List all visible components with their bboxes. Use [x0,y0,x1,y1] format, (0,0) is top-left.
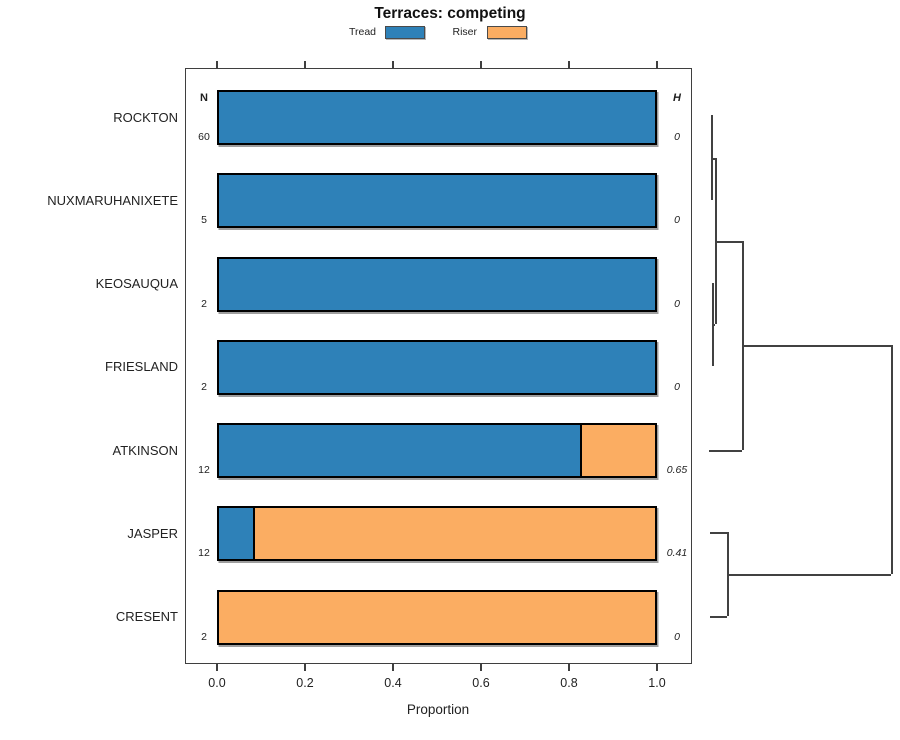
dendrogram-segment [712,324,716,326]
column-header-h: H [673,92,681,104]
row-h-value: 0.65 [666,464,688,476]
row-h-value: 0 [674,630,680,643]
dendrogram-segment [715,241,743,243]
bar-segment-riser [219,591,655,643]
row-label: JASPER [127,525,178,541]
bar-segment-tread [219,341,655,393]
x-axis-tick-bottom [656,664,658,671]
bar-segment-tread [219,508,256,560]
x-axis-tick-bottom [392,664,394,671]
row-label: ROCKTON [113,109,178,125]
stacked-bar [217,423,657,478]
stacked-bar [217,589,657,645]
x-axis-tick-label: 0.0 [208,676,226,690]
x-axis-tick-top [480,61,482,68]
x-axis-tick-bottom [568,664,570,671]
dendrogram-segment [727,574,892,576]
dendrogram-segment [710,532,728,534]
row-h-value: 0 [674,214,680,227]
x-axis-tick-top [656,61,658,68]
bar-segment-tread [219,92,655,143]
bar-segment-tread [219,258,655,310]
row-n-value: 60 [198,131,210,143]
x-axis-tick-label: 0.4 [384,676,402,690]
row-label: ATKINSON [112,442,179,458]
row-label: KEOSAUQUA [95,276,178,291]
stacked-bar [217,90,657,145]
bar-segment-riser [582,425,655,476]
x-axis-tick-top [392,61,394,68]
x-axis-tick-bottom [304,664,306,671]
legend-label-tread: Tread [348,26,376,38]
x-axis-tick-label: 0.2 [296,676,314,690]
x-axis-tick-label: 1.0 [648,676,666,690]
x-axis-tick-top [568,61,570,68]
stacked-bar [217,339,657,395]
stacked-bar [217,506,657,562]
row-label: NUXMARUHANIXETE [47,192,178,208]
x-axis-tick-bottom [480,664,482,671]
row-h-value: 0 [674,131,680,143]
dendrogram-segment [891,345,893,575]
x-axis-title: Proportion [406,702,470,717]
row-n-value: 5 [201,214,207,227]
legend-swatch-tread [385,26,425,39]
bar-segment-tread [219,175,655,227]
x-axis-tick-label: 0.8 [560,676,578,690]
row-n-value: 2 [201,297,207,310]
dendrogram-segment [711,115,713,201]
chart-title: Terraces: competing [374,5,526,22]
stacked-bar [217,173,657,229]
row-n-value: 12 [198,547,210,560]
legend-swatch-riser [487,26,527,39]
dendrogram-segment [742,345,892,347]
bar-segment-tread [219,425,583,476]
row-h-value: 0 [674,297,680,310]
legend-label-riser: Riser [452,26,477,38]
column-header-n: N [200,92,208,104]
row-label: CRESENT [115,609,178,624]
dendrogram-segment [709,450,743,452]
row-h-value: 0.41 [666,547,688,560]
row-label: FRIESLAND [105,359,178,375]
x-axis-tick-label: 0.6 [472,676,490,690]
dendrogram-segment [710,616,728,618]
row-n-value: 12 [198,464,210,476]
row-n-value: 2 [201,630,207,643]
dendrogram-segment [711,158,716,160]
dendrogram-segment [727,532,729,617]
row-h-value: 0 [674,380,680,393]
row-n-value: 2 [201,380,207,393]
x-axis-tick-bottom [216,664,218,671]
x-axis-tick-top [216,61,218,68]
bar-segment-riser [255,508,655,560]
stacked-bar [217,256,657,312]
x-axis-tick-top [304,61,306,68]
